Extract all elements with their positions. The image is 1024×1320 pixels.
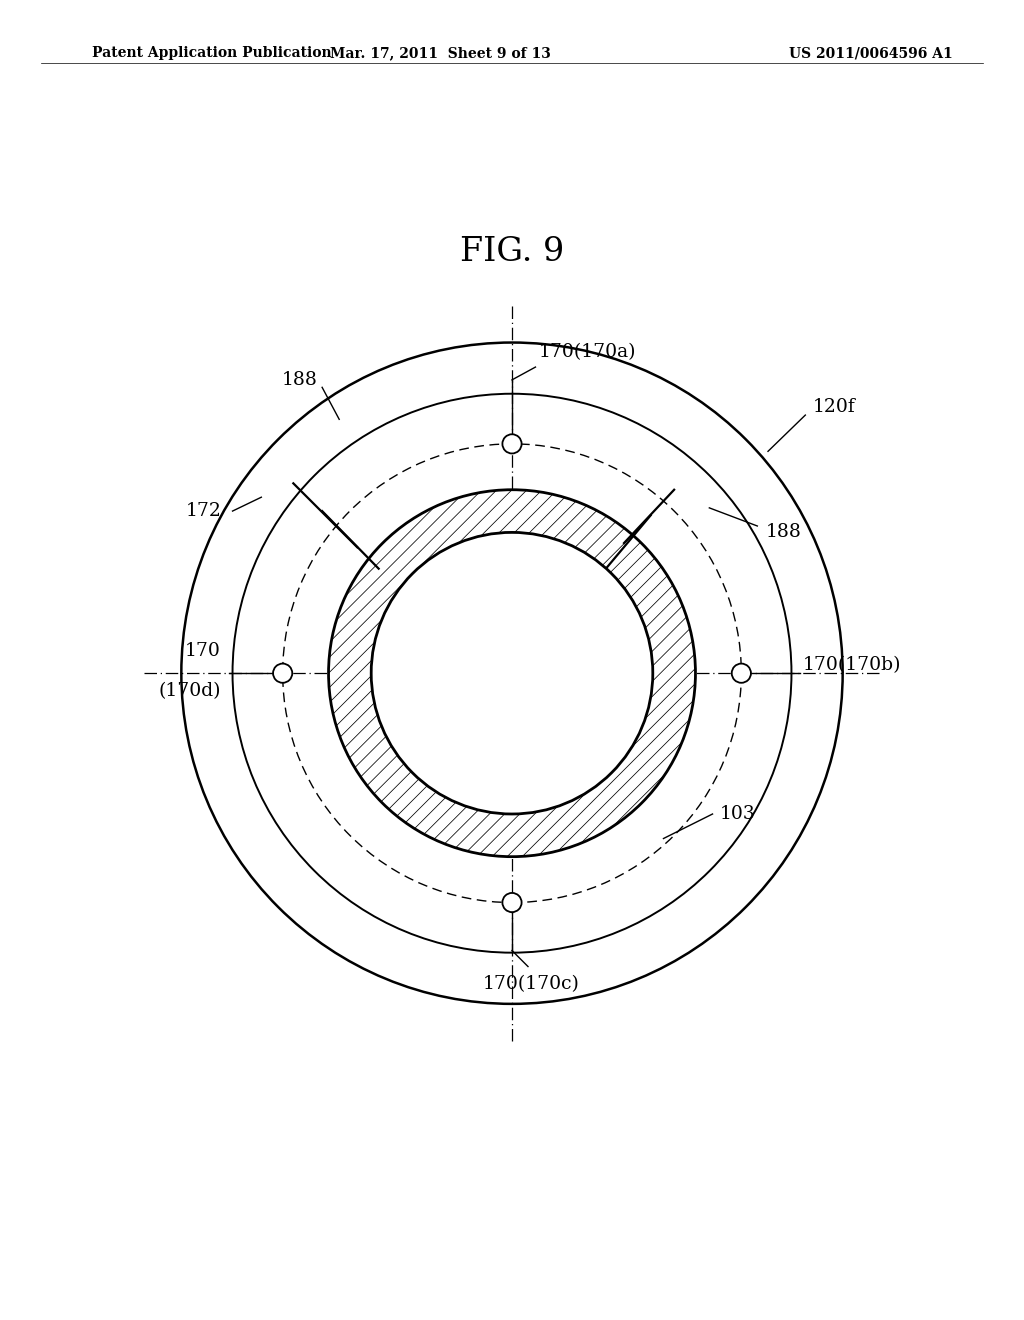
Text: 170: 170: [185, 643, 221, 660]
Text: Mar. 17, 2011  Sheet 9 of 13: Mar. 17, 2011 Sheet 9 of 13: [330, 46, 551, 61]
Text: 188: 188: [766, 524, 802, 541]
Text: FIG. 9: FIG. 9: [460, 236, 564, 268]
Text: Patent Application Publication: Patent Application Publication: [92, 46, 332, 61]
Text: 170(170c): 170(170c): [482, 975, 580, 993]
Text: 170(170b): 170(170b): [803, 656, 902, 673]
Text: 103: 103: [720, 805, 756, 822]
Text: 188: 188: [282, 371, 317, 389]
Circle shape: [732, 664, 751, 682]
Text: US 2011/0064596 A1: US 2011/0064596 A1: [788, 46, 952, 61]
Circle shape: [273, 664, 292, 682]
Circle shape: [503, 434, 521, 454]
Text: 170(170a): 170(170a): [539, 343, 636, 360]
Circle shape: [329, 490, 695, 857]
Text: (170d): (170d): [159, 681, 221, 700]
Text: 120f: 120f: [813, 397, 855, 416]
Circle shape: [503, 892, 521, 912]
Circle shape: [371, 532, 653, 814]
Text: 172: 172: [186, 502, 222, 520]
